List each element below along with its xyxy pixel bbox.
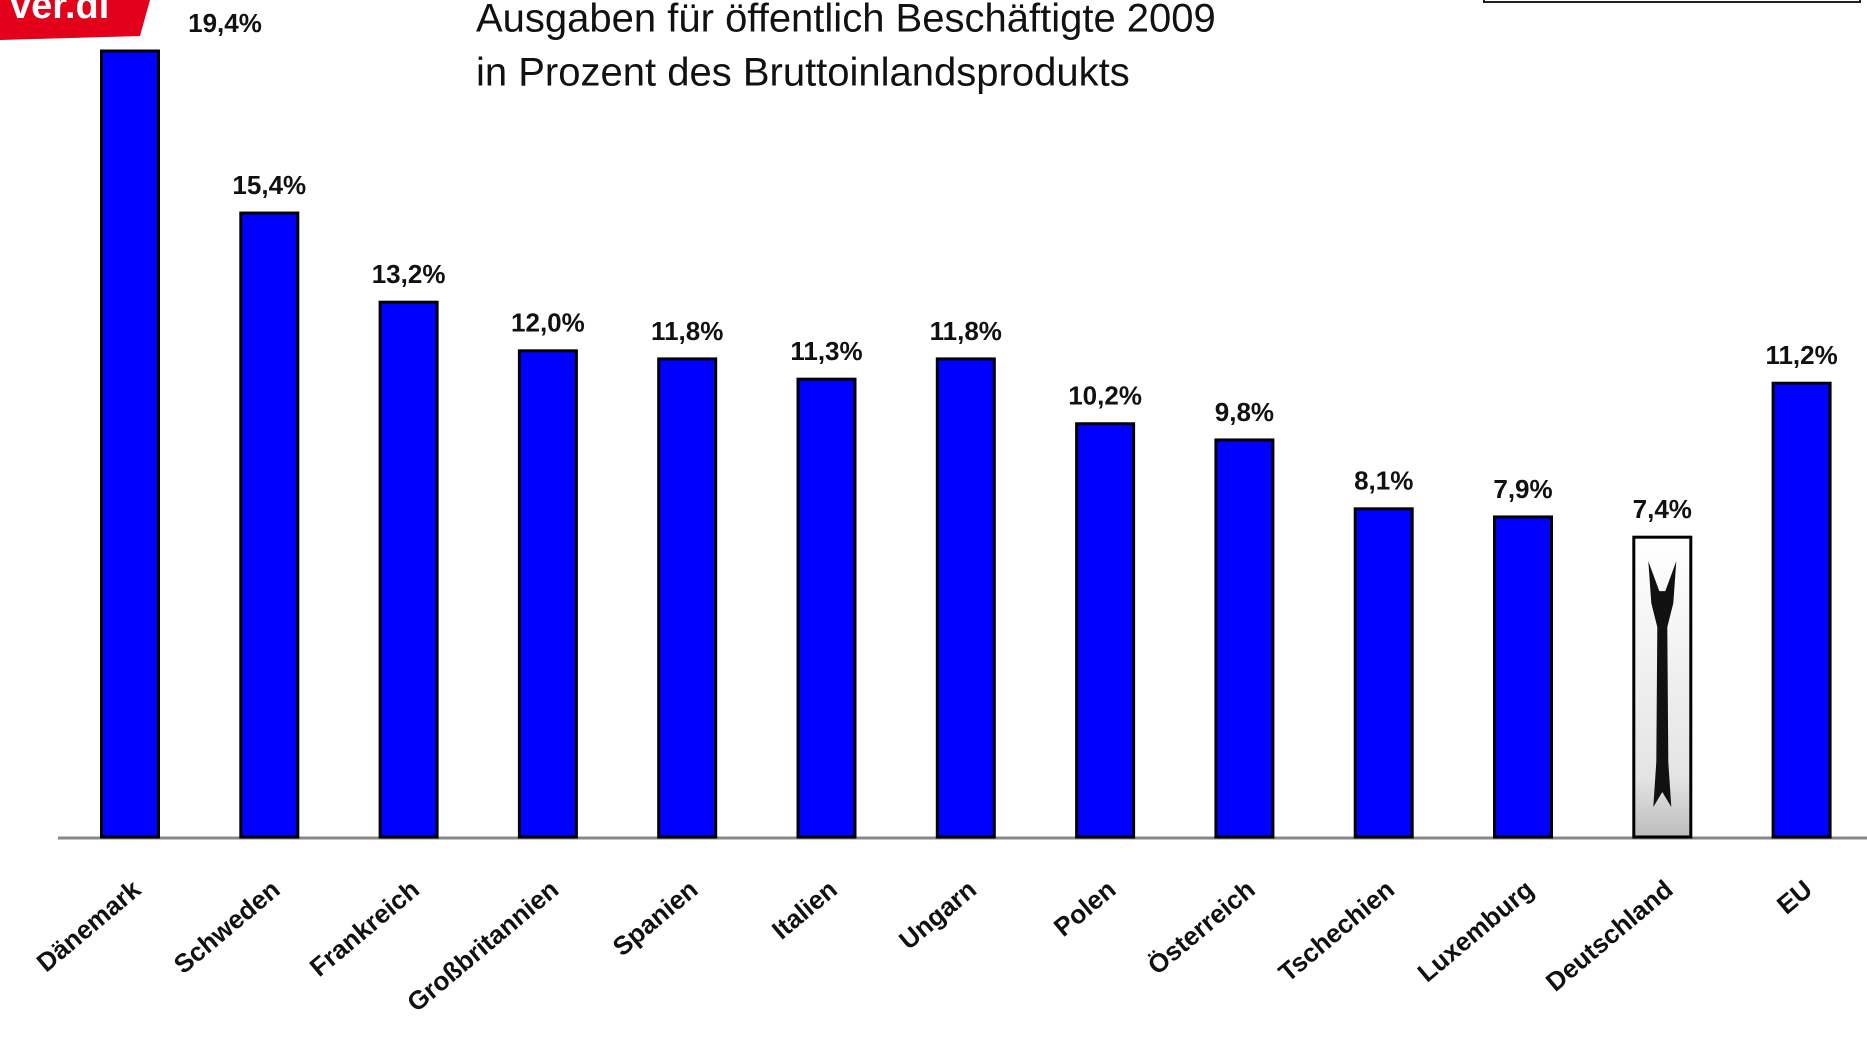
value-label: 10,2% bbox=[1068, 381, 1142, 411]
x-tick-label: Italien bbox=[766, 874, 843, 945]
x-tick-label: Deutschland bbox=[1540, 874, 1679, 997]
x-tick-label: Polen bbox=[1048, 874, 1122, 942]
bar bbox=[380, 302, 437, 837]
value-label: 8,1% bbox=[1354, 466, 1413, 496]
logo: ver.di bbox=[0, 0, 150, 40]
chart: ver.di Ausgaben für öffentlich Beschäfti… bbox=[0, 0, 1867, 1044]
value-label: 9,8% bbox=[1215, 397, 1274, 427]
value-label: 13,2% bbox=[372, 259, 446, 289]
x-tick-label: Ungarn bbox=[893, 874, 982, 955]
value-label: 11,3% bbox=[790, 336, 862, 366]
value-label: 7,4% bbox=[1633, 494, 1692, 524]
logo-text: ver.di bbox=[10, 0, 109, 27]
x-tick-label: Spanien bbox=[607, 874, 704, 962]
bar bbox=[659, 359, 716, 837]
chart-subtitle: in Prozent des Bruttoinlandsprodukts bbox=[476, 51, 1130, 95]
value-label: 11,2% bbox=[1765, 340, 1837, 370]
chart-title: Ausgaben für öffentlich Beschäftigte 200… bbox=[476, 0, 1216, 41]
x-tick-label: EU bbox=[1771, 874, 1818, 920]
value-label: 19,4% bbox=[188, 8, 262, 38]
bar bbox=[798, 379, 855, 837]
value-label: 11,8% bbox=[651, 316, 723, 346]
bar bbox=[937, 359, 994, 837]
x-tick-label: Luxemburg bbox=[1412, 874, 1540, 988]
x-tick-label: Tschechien bbox=[1273, 874, 1400, 988]
value-label: 7,9% bbox=[1493, 474, 1552, 504]
x-tick-label: Dänemark bbox=[31, 874, 147, 978]
bar bbox=[1495, 517, 1552, 837]
value-label: 12,0% bbox=[511, 308, 585, 338]
bar bbox=[1077, 424, 1134, 837]
value-label: 11,8% bbox=[930, 316, 1002, 346]
bar bbox=[102, 51, 159, 837]
x-tick-label: Frankreich bbox=[304, 874, 425, 982]
bar bbox=[1355, 509, 1412, 837]
x-tick-label: Großbritannien bbox=[401, 874, 564, 1018]
bar bbox=[1216, 440, 1273, 837]
x-tick-label: Schweden bbox=[168, 874, 286, 980]
value-label: 15,4% bbox=[232, 170, 306, 200]
bar bbox=[241, 213, 298, 837]
x-tick-label: Österreich bbox=[1142, 874, 1261, 981]
frame-box bbox=[1484, 0, 1860, 2]
bar bbox=[1773, 383, 1830, 837]
bar bbox=[519, 351, 576, 837]
